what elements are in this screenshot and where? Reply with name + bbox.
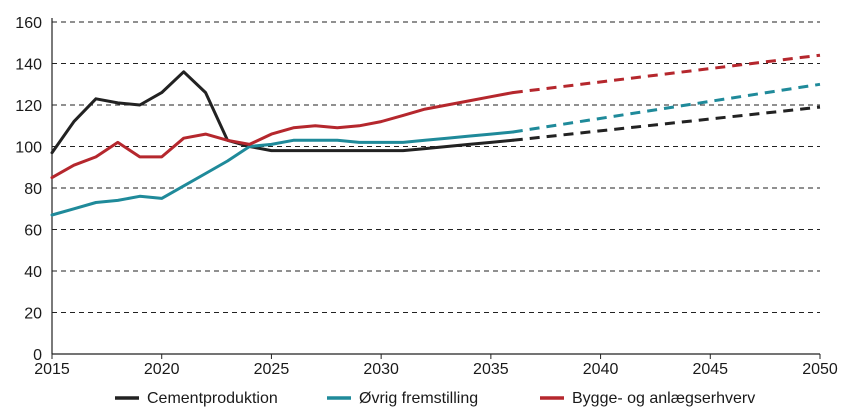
- series-lines: [50, 53, 821, 217]
- y-tick-label: 0: [33, 347, 42, 364]
- x-tick-label: 2035: [473, 361, 509, 378]
- x-tick-label: 2050: [802, 361, 838, 378]
- axes: [51, 18, 820, 355]
- y-tick-label: 40: [24, 264, 42, 281]
- y-tick-label: 20: [24, 306, 42, 323]
- x-tick-label: 2015: [34, 361, 70, 378]
- y-tick-label: 120: [15, 98, 42, 115]
- series-line-dashed-2: [512, 82, 821, 134]
- series-line-solid-3: [50, 91, 515, 180]
- series-line-dashed-3: [512, 53, 821, 95]
- y-tick-label: 60: [24, 223, 42, 240]
- gridlines: [52, 21, 820, 313]
- y-tick-label: 140: [15, 57, 42, 74]
- x-tick-label: 2040: [583, 361, 619, 378]
- legend-label: Bygge- og anlægserhverv: [572, 390, 755, 407]
- x-tick-label: 2025: [254, 361, 290, 378]
- series-line-solid-1: [50, 70, 515, 155]
- x-tick-label: 2045: [692, 361, 728, 378]
- y-tick-label: 80: [24, 181, 42, 198]
- y-tick-label: 160: [15, 15, 42, 32]
- series-line-dashed-1: [512, 105, 821, 142]
- x-axis-ticks: 2015 2020 2025 2030 2035 2040 2045 2050: [34, 354, 838, 378]
- y-tick-label: 100: [15, 140, 42, 157]
- legend: Cementproduktion Øvrig fremstilling Bygge-…: [115, 390, 755, 407]
- legend-label: Cementproduktion: [147, 390, 278, 407]
- series-line-solid-2: [50, 130, 515, 217]
- x-tick-label: 2020: [144, 361, 180, 378]
- x-tick-label: 2030: [363, 361, 399, 378]
- legend-label: Øvrig fremstilling: [359, 390, 478, 407]
- y-axis-ticks: 0 20 40 60 80 100 120 140 160: [15, 15, 42, 364]
